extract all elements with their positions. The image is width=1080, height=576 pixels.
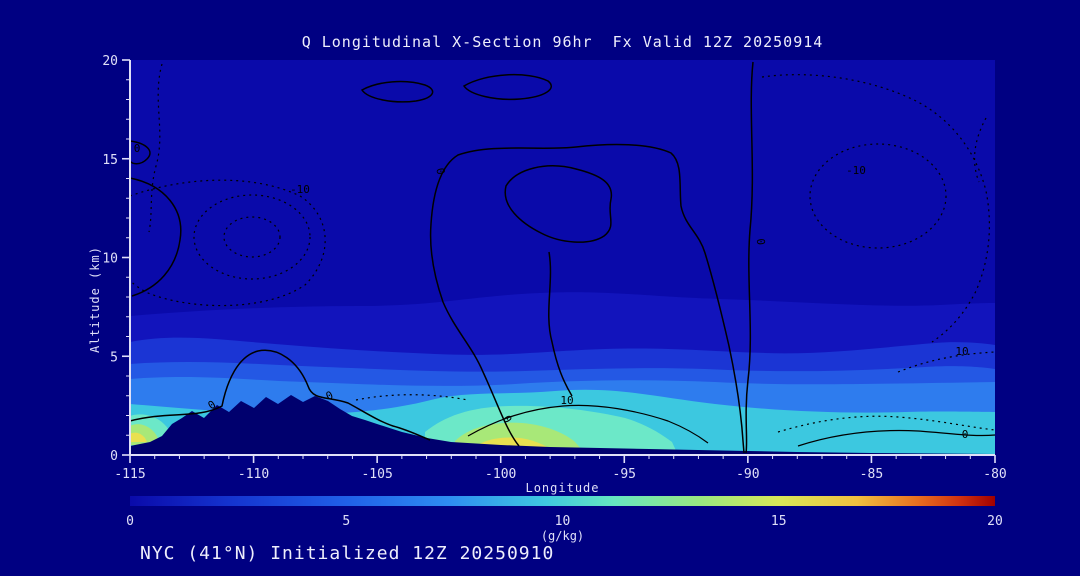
contour-value-label: -10 (290, 183, 310, 196)
colorbar-tick-label: 10 (554, 514, 571, 529)
contour-left-edge-loop (129, 140, 151, 165)
contour-value-label: 10 (560, 394, 573, 407)
contour-inner-loop (504, 165, 613, 243)
contour-right-vertical (745, 61, 754, 454)
x-tick-label: -110 (238, 467, 269, 482)
x-tick-label: -90 (736, 467, 759, 482)
contour-mountain-ridge (129, 349, 431, 441)
dotted-upper-left-mid (193, 194, 311, 280)
contour-value-label: 0 (134, 142, 141, 155)
colorbar-tick-label: 5 (342, 514, 351, 529)
terrain-silhouette (130, 395, 995, 456)
y-axis-title: Altitude (km) (88, 246, 102, 353)
x-axis-title: Longitude (525, 481, 600, 495)
contour-value-label: 0 (754, 238, 768, 246)
colorbar-tick-label: 15 (770, 514, 787, 529)
dotted-upper-left-inner (223, 216, 281, 258)
y-tick-label: 20 (102, 54, 118, 69)
dotted-right-edge-arc (973, 117, 987, 183)
colorbar-tick-label: 0 (126, 514, 134, 529)
contour-value-label: 0 (324, 389, 335, 404)
contour-left-arc (129, 177, 182, 297)
x-tick-label: -85 (860, 467, 883, 482)
contour-value-label: 0 (433, 167, 447, 176)
y-tick-label: 15 (102, 153, 118, 168)
dotted-bottom-right (777, 415, 996, 433)
contour-value-label: 10 (955, 345, 968, 358)
fill-layer-q14-yellow-left (130, 432, 147, 442)
chart-title: Q Longitudinal X-Section 96hr Fx Valid 1… (301, 33, 824, 51)
contour-far-right-bottom (797, 429, 996, 447)
initialization-caption: NYC (41°N) Initialized 12Z 20250910 (140, 543, 555, 564)
contour-value-label: 0 (962, 428, 969, 441)
contour-top-blob-1 (360, 80, 434, 103)
x-tick-label: -105 (361, 467, 392, 482)
x-tick-label: -100 (485, 467, 516, 482)
x-tick-label: -115 (114, 467, 145, 482)
contour-q10-surface-line (467, 404, 709, 444)
colorbar-tick-labels: 0 5 10 15 20 (0, 514, 1080, 530)
dotted-left-vertical (148, 63, 163, 233)
x-tick-label: -80 (983, 467, 1006, 482)
dotted-contour-lines (129, 63, 996, 433)
dotted-right-inner (809, 143, 947, 249)
contour-main-zero-line (429, 143, 745, 454)
colorbar (130, 496, 995, 506)
contour-value-label: -10 (846, 164, 866, 177)
dotted-center-bottom (355, 394, 469, 401)
y-tick-label: 10 (102, 252, 118, 267)
contour-top-blob-2 (462, 73, 552, 101)
y-tick-label: 0 (110, 449, 118, 464)
dotted-right-outer (761, 74, 990, 343)
colorbar-tick-label: 20 (987, 514, 1003, 529)
colorbar-units-label: (g/kg) (540, 529, 585, 543)
dotted-upper-left-outer (129, 179, 326, 307)
y-tick-label: 5 (110, 350, 118, 365)
solid-contour-lines (129, 61, 996, 454)
x-tick-label: -95 (613, 467, 636, 482)
contour-inner-squiggle (548, 251, 573, 397)
